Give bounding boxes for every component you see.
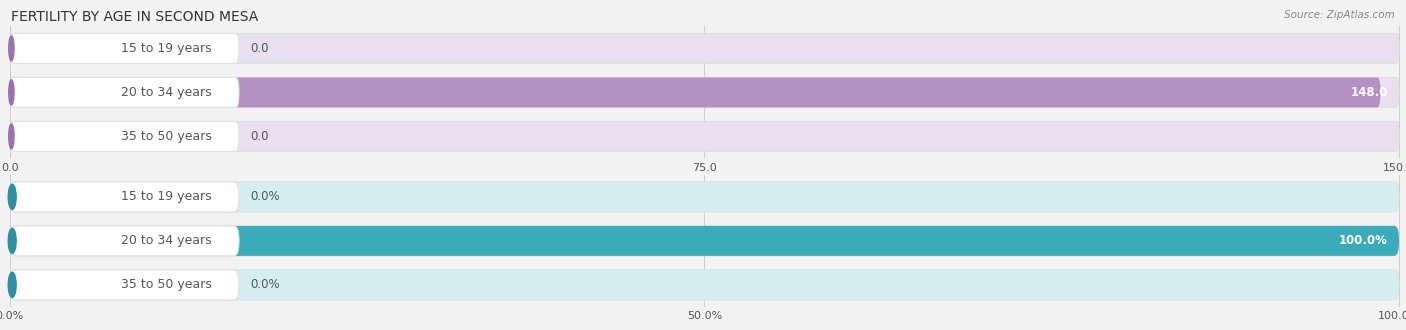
Text: 15 to 19 years: 15 to 19 years [121, 190, 212, 203]
FancyBboxPatch shape [10, 270, 1399, 300]
Circle shape [8, 228, 15, 253]
Text: 20 to 34 years: 20 to 34 years [121, 86, 211, 99]
Circle shape [8, 272, 15, 297]
Text: 15 to 19 years: 15 to 19 years [121, 42, 211, 55]
FancyBboxPatch shape [10, 33, 1399, 63]
FancyBboxPatch shape [10, 182, 239, 212]
FancyBboxPatch shape [10, 78, 1399, 107]
FancyBboxPatch shape [10, 182, 1399, 212]
FancyBboxPatch shape [10, 121, 239, 151]
FancyBboxPatch shape [10, 78, 1381, 107]
Text: Source: ZipAtlas.com: Source: ZipAtlas.com [1284, 10, 1395, 20]
Circle shape [8, 184, 15, 210]
FancyBboxPatch shape [10, 78, 239, 107]
Text: 0.0: 0.0 [250, 42, 269, 55]
FancyBboxPatch shape [10, 226, 1399, 256]
FancyBboxPatch shape [10, 226, 239, 256]
FancyBboxPatch shape [10, 33, 239, 63]
Circle shape [8, 80, 14, 105]
Text: 35 to 50 years: 35 to 50 years [121, 130, 212, 143]
Text: 0.0: 0.0 [250, 130, 269, 143]
Text: 0.0%: 0.0% [250, 279, 280, 291]
Text: 148.0: 148.0 [1351, 86, 1388, 99]
FancyBboxPatch shape [10, 121, 1399, 151]
Text: FERTILITY BY AGE IN SECOND MESA: FERTILITY BY AGE IN SECOND MESA [11, 10, 259, 24]
Text: 20 to 34 years: 20 to 34 years [121, 234, 212, 248]
Text: 100.0%: 100.0% [1339, 234, 1388, 248]
FancyBboxPatch shape [10, 270, 239, 300]
Circle shape [8, 124, 14, 149]
Text: 35 to 50 years: 35 to 50 years [121, 279, 212, 291]
Circle shape [8, 36, 14, 61]
FancyBboxPatch shape [10, 226, 1399, 256]
Text: 0.0%: 0.0% [250, 190, 280, 203]
